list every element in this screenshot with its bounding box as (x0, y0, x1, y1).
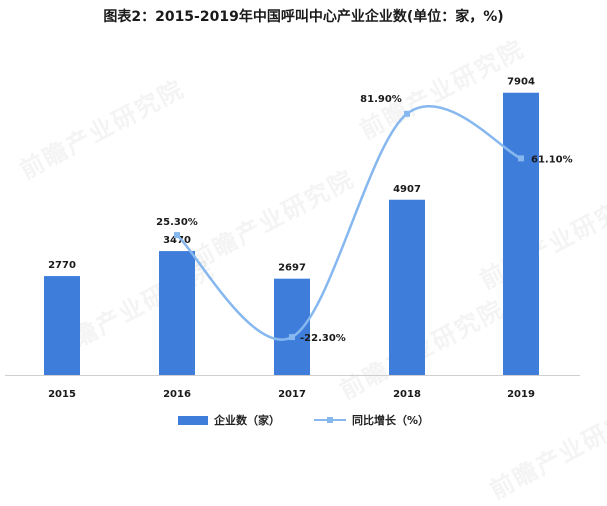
legend-item-bar: 企业数（家） (177, 412, 280, 428)
bar-label-2017: 2697 (278, 263, 306, 274)
growth-line (176, 105, 522, 341)
x-tick-label-2016: 2016 (163, 389, 191, 400)
legend-line-swatch (313, 415, 346, 425)
growth-label-2018: 81.90% (360, 94, 402, 105)
bar-2019 (503, 92, 539, 375)
bar-label-2015: 2770 (48, 260, 76, 271)
growth-label-2017: -22.30% (300, 333, 346, 344)
x-tick-label-2019: 2019 (507, 389, 535, 400)
legend-bar-label: 企业数（家） (213, 414, 280, 427)
bar-label-2016: 3470 (163, 235, 191, 246)
chart-frame: 图表2：2015-2019年中国呼叫中心产业企业数(单位：家，%) 前瞻产业研究… (0, 9, 607, 505)
legend-item-line: 同比增长（%） (313, 412, 430, 428)
x-tick-label-2015: 2015 (48, 389, 76, 400)
growth-label-2016: 25.30% (156, 217, 198, 228)
chart-legend: 企业数（家） 同比增长（%） (0, 412, 607, 428)
chart-plot-area: 2770 2015 3470 2016 2697 2017 4907 2018 7904 2019… (5, 77, 580, 400)
bar-2018 (389, 199, 425, 375)
growth-marker-2019 (518, 155, 524, 162)
legend-bar-swatch (177, 415, 208, 425)
bar-label-2019: 7904 (507, 77, 535, 88)
growth-label-2019: 61.10% (531, 154, 573, 165)
growth-marker-2016 (174, 232, 180, 239)
x-tick-label-2018: 2018 (393, 389, 421, 400)
legend-line-label: 同比增长（%） (351, 414, 430, 427)
x-tick-label-2017: 2017 (278, 389, 306, 400)
growth-marker-2018 (404, 110, 410, 117)
growth-marker-2017 (289, 334, 295, 341)
bar-2015 (44, 276, 80, 375)
bar-label-2018: 4907 (393, 184, 421, 195)
chart-title: 图表2：2015-2019年中国呼叫中心产业企业数(单位：家，%) (103, 9, 504, 25)
bar-2016 (159, 251, 195, 375)
